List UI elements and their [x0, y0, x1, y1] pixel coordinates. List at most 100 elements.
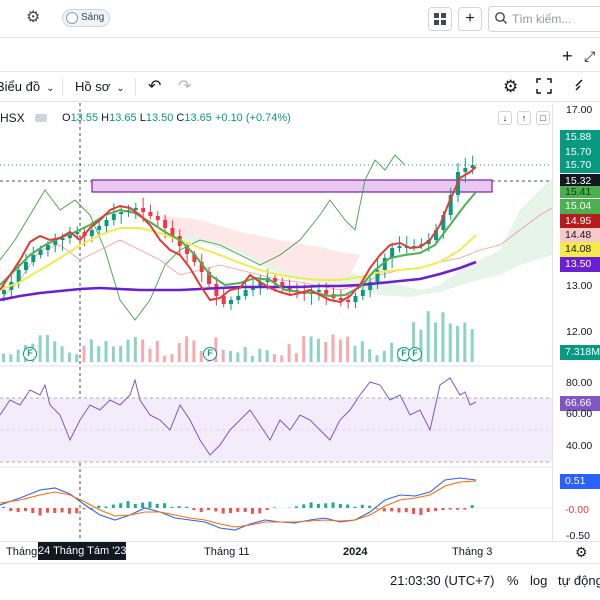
price-label: 15.88 — [560, 130, 600, 145]
price-chart[interactable] — [0, 103, 552, 541]
toolbar-divider — [135, 78, 136, 96]
macd-histogram-bar — [346, 504, 350, 508]
percent-scale-button[interactable]: % — [507, 573, 519, 588]
candle-body — [324, 290, 329, 294]
macd-histogram-bar — [265, 508, 269, 510]
volume-bar — [470, 329, 474, 362]
candle-body — [119, 212, 124, 214]
volume-bar — [382, 350, 386, 362]
volume-bar — [185, 336, 189, 362]
settings-gear-icon[interactable]: ⚙ — [503, 77, 519, 96]
macd-histogram-bar — [199, 508, 203, 513]
gear-icon[interactable]: ⚙ — [26, 9, 41, 26]
chart-type-dropdown[interactable]: Biểu đồ ⌄ — [0, 78, 54, 96]
macd-histogram-bar — [258, 508, 262, 514]
candle-body — [38, 250, 43, 255]
ma-20-line — [0, 191, 477, 298]
candle-body — [207, 272, 212, 284]
candle-body — [382, 258, 387, 270]
macd-signal-line — [0, 480, 477, 528]
candle-body — [97, 226, 102, 230]
snapshot-icon[interactable] — [574, 78, 590, 96]
macd-histogram-bar — [390, 508, 394, 512]
add-tab-icon[interactable]: + — [562, 46, 573, 66]
macd-histogram-bar — [250, 508, 254, 514]
volume-bar — [360, 341, 364, 362]
resistance-zone[interactable] — [91, 179, 493, 193]
undo-icon[interactable]: ↶ — [148, 78, 162, 95]
macd-histogram-bar — [163, 503, 167, 508]
theme-toggle[interactable]: Sáng — [62, 9, 110, 27]
move-up-icon[interactable]: ↑ — [517, 111, 531, 125]
axis-settings-gear-icon[interactable]: ⚙ — [575, 544, 588, 560]
toggle-knob — [66, 12, 78, 24]
macd-histogram-bar — [236, 508, 240, 512]
layout-grid-button[interactable] — [428, 7, 452, 31]
macd-histogram-bar — [53, 508, 57, 514]
ma-10-line — [0, 166, 477, 304]
macd-histogram-bar — [272, 507, 276, 508]
candle-body — [221, 296, 226, 304]
fullscreen-glyph — [536, 78, 552, 94]
candle-body — [346, 300, 351, 302]
low-value: 13.50 — [145, 112, 174, 124]
redo-icon[interactable]: ↷ — [178, 78, 192, 95]
camera-glyph — [575, 79, 583, 91]
log-scale-button[interactable]: log — [530, 573, 548, 588]
financials-event-badge[interactable]: F — [408, 347, 422, 361]
volume-bar — [126, 339, 130, 362]
macd-histogram-bar — [338, 503, 342, 508]
crosshair-time-label: 24 Tháng Tám '23 — [38, 542, 127, 560]
volume-bar — [53, 341, 57, 362]
chevron-down-icon: ⌄ — [116, 83, 125, 94]
candle-body — [16, 270, 21, 282]
chevron-down-icon: ⌄ — [46, 83, 55, 94]
open-value: 13.55 — [70, 112, 99, 124]
volume-bar — [97, 346, 101, 362]
move-down-icon[interactable]: ↓ — [498, 111, 512, 125]
symbol-label[interactable]: HSX — [0, 111, 25, 125]
volume-bar — [133, 337, 137, 362]
macd-histogram-bar — [294, 506, 298, 508]
candle-body — [170, 228, 175, 236]
candle-body — [75, 232, 80, 234]
time-axis[interactable] — [0, 541, 600, 563]
volume-bar — [258, 348, 262, 362]
macd-histogram-bar — [111, 504, 115, 508]
candle-body — [31, 255, 36, 262]
volume-bar — [294, 353, 298, 362]
candle-body — [2, 290, 6, 294]
candle-body — [375, 270, 380, 282]
candle-body — [434, 230, 439, 240]
volume-bar — [272, 354, 276, 362]
financials-event-badge[interactable]: F — [203, 347, 217, 361]
candle-body — [360, 290, 365, 296]
candle-body — [353, 296, 358, 302]
rsi-tick: 60.00 — [566, 408, 593, 420]
search-box[interactable]: Tìm kiếm... — [488, 6, 600, 32]
profile-dropdown[interactable]: Hồ sơ ⌄ — [75, 78, 125, 96]
volume-bar — [463, 322, 467, 362]
expand-icon[interactable]: ⤢ — [584, 48, 596, 64]
clock-timezone[interactable]: 21:03:30 (UTC+7) — [390, 573, 495, 588]
macd-histogram-bar — [412, 508, 416, 514]
financials-event-badge[interactable]: F — [23, 347, 37, 361]
macd-histogram-bar — [97, 505, 101, 508]
time-tick: Tháng — [6, 546, 38, 558]
maximize-pane-icon[interactable]: □ — [536, 111, 550, 125]
candle-body — [163, 220, 168, 228]
add-button[interactable]: + — [458, 7, 482, 31]
volume-bar — [448, 323, 452, 362]
visibility-toggle-icon[interactable] — [35, 114, 47, 122]
fullscreen-icon[interactable] — [536, 78, 552, 96]
candle-body — [53, 240, 58, 245]
candle-body — [199, 262, 204, 272]
close-value: 13.65 — [184, 112, 212, 124]
volume-bar — [302, 336, 306, 362]
macd-histogram-bar — [229, 508, 233, 514]
macd-histogram-bar — [470, 505, 474, 508]
macd-histogram-bar — [133, 504, 137, 508]
volume-bar — [353, 345, 357, 362]
candle-body — [185, 246, 190, 254]
auto-scale-button[interactable]: tự động — [558, 573, 600, 588]
